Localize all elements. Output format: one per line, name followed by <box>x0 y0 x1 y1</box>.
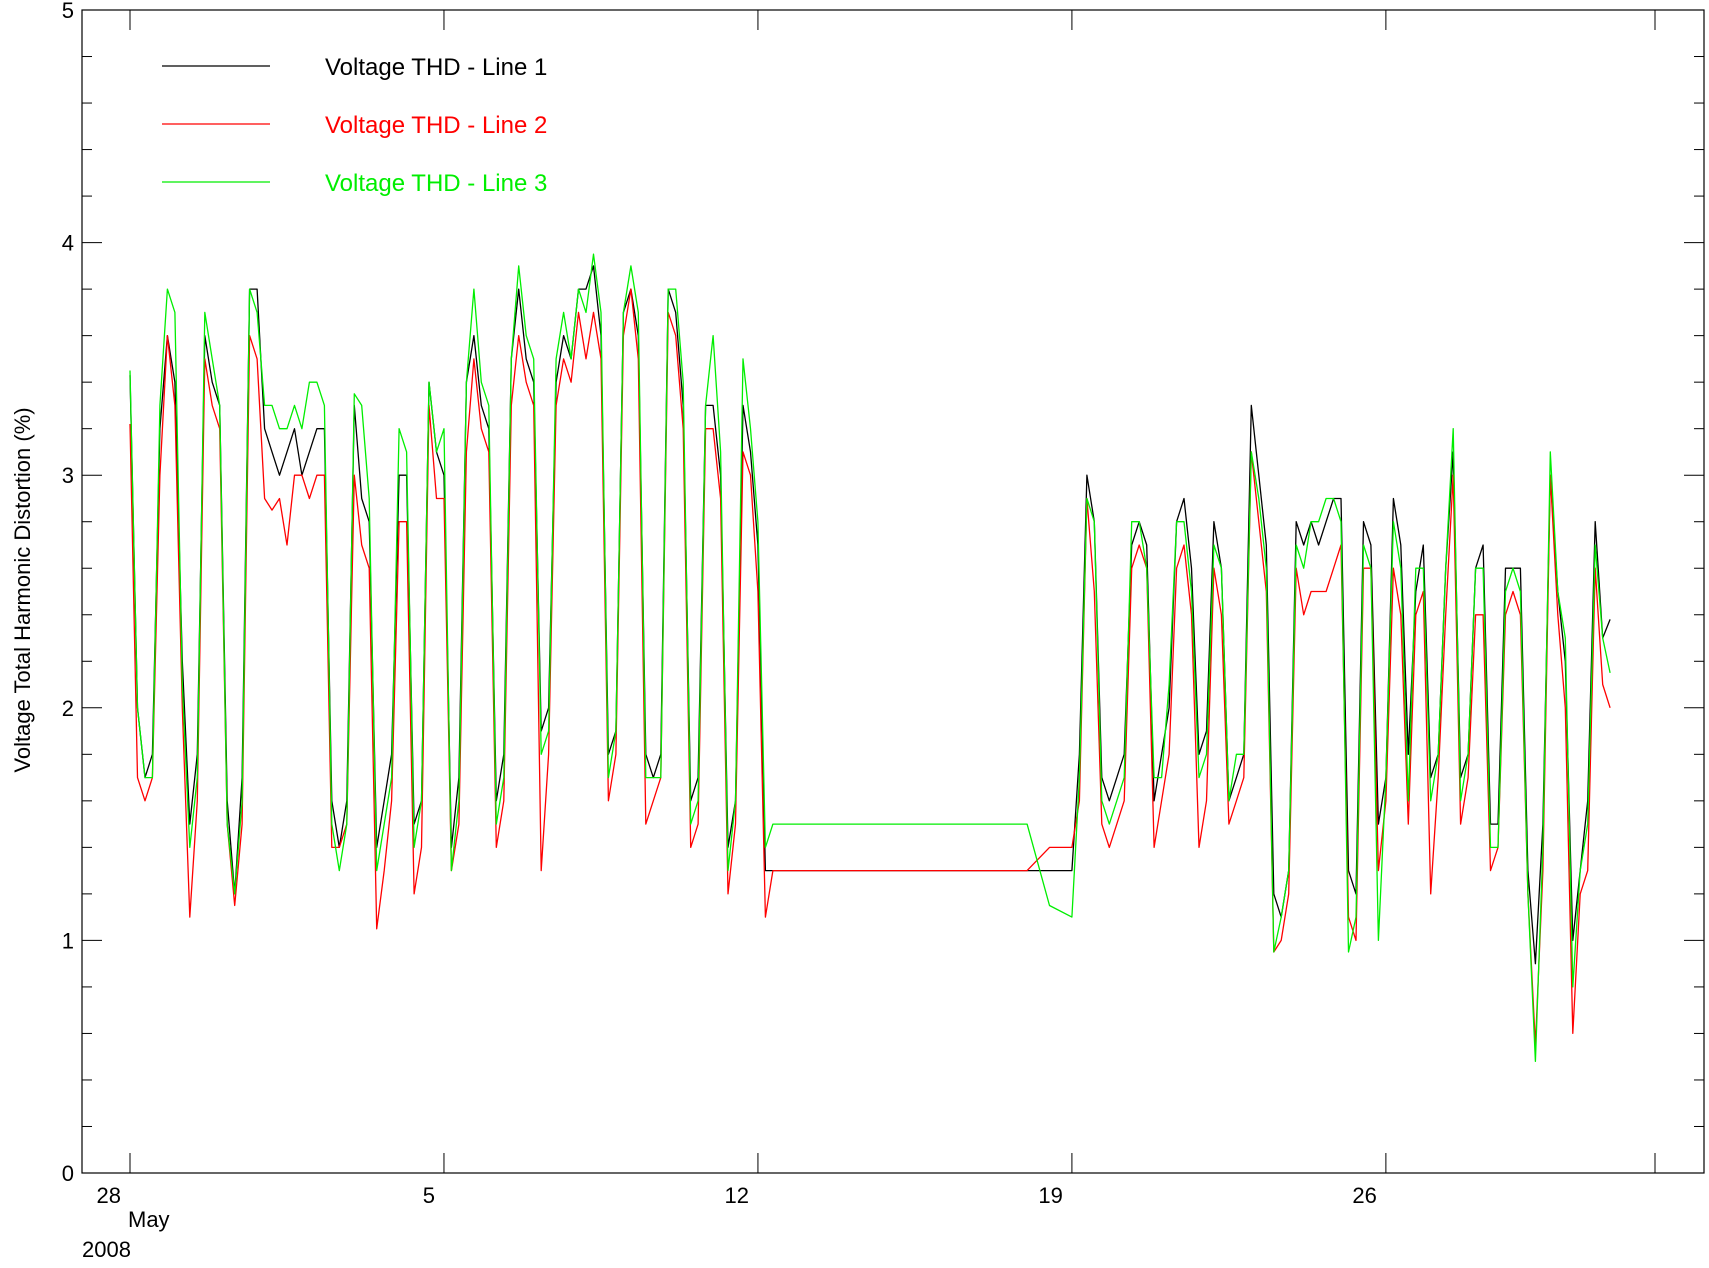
month-label: May <box>128 1207 170 1232</box>
y-tick-label: 1 <box>62 928 74 953</box>
legend-label-1: Voltage THD - Line 1 <box>325 54 547 81</box>
series-line-1 <box>129 265 1611 965</box>
legend-label-2: Voltage THD - Line 2 <box>325 112 547 139</box>
y-tick-label: 3 <box>62 463 74 488</box>
plot-frame <box>81 9 1705 1174</box>
y-axis-title: Voltage Total Harmonic Distortion (%) <box>10 407 35 772</box>
legend: Voltage THD - Line 1 Voltage THD - Line 2… <box>162 54 547 197</box>
series-layer <box>129 253 1611 1063</box>
x-tick-label: 28 <box>97 1183 121 1208</box>
year-label: 2008 <box>82 1237 131 1262</box>
y-tick-label: 0 <box>62 1161 74 1186</box>
y-tick-label: 4 <box>62 231 74 256</box>
x-tick-label: 5 <box>423 1183 435 1208</box>
x-tick-label: 19 <box>1038 1183 1062 1208</box>
x-axis: 28 5 12 19 26 <box>97 10 1656 1208</box>
x-tick-label: 12 <box>724 1183 748 1208</box>
y-axis: 0 1 2 3 4 5 <box>62 0 1704 1186</box>
series-line-3 <box>129 253 1611 1063</box>
y-tick-label: 2 <box>62 696 74 721</box>
x-tick-label: 26 <box>1352 1183 1376 1208</box>
series-line-2 <box>129 288 1611 1046</box>
legend-label-3: Voltage THD - Line 3 <box>325 170 547 197</box>
y-tick-label: 5 <box>62 0 74 23</box>
